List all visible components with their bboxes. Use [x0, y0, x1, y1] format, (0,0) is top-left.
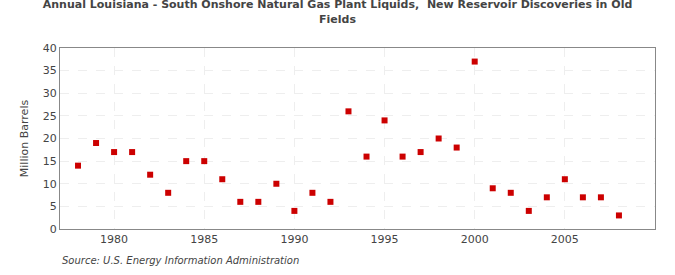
svg-text:10: 10: [43, 178, 57, 191]
svg-text:15: 15: [43, 155, 57, 168]
svg-text:Annual Louisiana - South Onsho: Annual Louisiana - South Onshore Natural…: [43, 0, 633, 26]
svg-text:25: 25: [43, 110, 57, 123]
svg-text:35: 35: [43, 64, 57, 77]
svg-text:40: 40: [43, 42, 57, 55]
svg-text:1995: 1995: [371, 233, 399, 246]
svg-text:Source: U.S. Energy Informatio: Source: U.S. Energy Information Administ…: [62, 255, 299, 266]
svg-text:30: 30: [43, 87, 57, 100]
svg-text:1980: 1980: [100, 233, 128, 246]
svg-text:0: 0: [50, 223, 57, 236]
svg-text:1990: 1990: [280, 233, 308, 246]
svg-text:5: 5: [50, 200, 57, 213]
svg-text:20: 20: [43, 132, 57, 145]
svg-text:2005: 2005: [551, 233, 579, 246]
svg-text:Million Barrels: Million Barrels: [18, 100, 31, 178]
svg-text:1985: 1985: [190, 233, 218, 246]
svg-text:2000: 2000: [461, 233, 489, 246]
